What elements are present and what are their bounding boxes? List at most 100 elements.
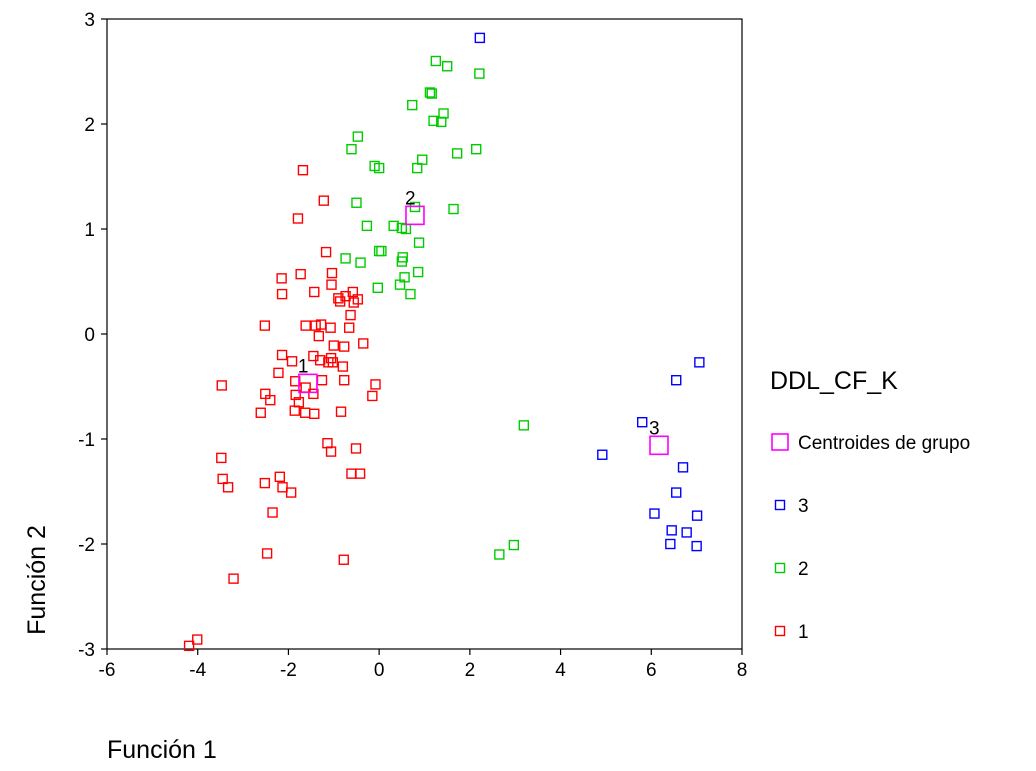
group-2-point [373,245,385,257]
group-1-point [261,548,273,559]
x-tick-label: 4 [555,660,566,681]
legend-label: Centroides de grupo [798,433,970,454]
group-1-point [273,367,284,379]
group-1-point [367,390,378,402]
group-2-point [407,99,418,111]
group-1-point [358,338,369,349]
group-1-point [350,443,362,454]
group-1-point [216,452,227,464]
group-2-point [412,162,423,174]
group-1-point [310,320,321,331]
group-2-point [373,162,385,174]
group-2-point [355,257,366,268]
group-1-point [326,279,337,290]
x-tick-label: 0 [374,660,385,681]
group-1-point [183,640,195,652]
legend-title: DDL_CF_K [770,367,898,395]
group-1-point [290,389,301,401]
x-tick-label: -6 [99,660,116,681]
group-1-point [276,288,288,300]
y-tick-label: 3 [84,10,95,31]
y-axis: -3 -2 -1 0 1 2 3 [78,10,107,661]
group-2-point [396,256,408,267]
group-2-point [413,237,425,248]
group-3-point [691,510,703,521]
x-tick-label: -4 [189,660,206,681]
group-2-point [474,68,485,79]
group-2-point [346,143,357,155]
group-3-point [671,375,682,386]
legend-label: 3 [798,496,809,517]
group-2-point [451,148,463,159]
group-1-point [337,361,349,372]
group-3-point [665,538,676,550]
group-2-point [412,266,424,278]
group-1-point [289,405,300,416]
group-1-point [327,357,339,368]
centroid-point [405,205,425,226]
centroid-point [649,435,669,456]
y-tick-label: 2 [84,115,95,136]
group-1-point [325,446,337,457]
group-1-point [295,268,306,280]
group-1-point [320,246,332,258]
group-1-point [354,468,366,479]
centroid-label: 3 [649,418,660,439]
group-2-point [436,116,447,128]
group-1-point [277,482,288,493]
group-1-point [259,477,271,489]
group-3-point [694,357,705,368]
legend-label: 2 [798,559,809,580]
group-3-point [691,540,702,552]
group-2-point [494,549,505,560]
centroid-labels: 1 2 3 [298,188,660,439]
group-1-point [318,195,330,206]
group-1-point [308,388,319,400]
group-2-point [351,197,362,208]
y-tick-label: 1 [84,220,95,241]
group-3-point [637,417,648,428]
y-tick-label: -2 [78,535,95,556]
group-1-point [222,482,234,493]
y-tick-label: -3 [78,640,95,661]
x-tick-label: 8 [737,660,748,681]
x-tick-label: -2 [280,660,297,681]
legend-marker [774,499,786,511]
y-tick-label: 0 [84,325,95,346]
group-1-point [192,634,203,645]
group-1-point [339,341,350,352]
group-1-point [326,267,338,279]
x-tick-label: 2 [465,660,476,681]
group-1-point [274,471,286,482]
group-1-point [292,213,304,224]
group-3-point [677,462,689,473]
group-3-point [649,508,660,519]
group-1-point [300,320,311,331]
y-tick-label: -1 [78,430,95,451]
centroid-label: 2 [405,188,416,209]
group-1-point [335,406,347,417]
group-2-point [441,61,453,72]
group-2-point [361,220,373,232]
legend-label: 1 [798,622,809,643]
group-2-point [394,279,406,290]
group-1-point [228,573,239,584]
group-2-point [352,131,364,142]
group-1-point [338,554,349,565]
group-1-point [309,408,320,419]
group-1-point [276,349,288,361]
group-2-point [426,88,437,99]
group-1-point [333,293,344,304]
group-1-point [255,407,266,418]
y-axis-title: Función 2 [23,525,51,635]
group-3-point [666,525,677,536]
group-1-point [297,164,309,176]
group-2-point [518,420,530,431]
legend-marker [774,625,786,637]
group-1-point [285,487,297,498]
group-1-point [325,322,336,333]
group-2-point [388,220,399,232]
group-3-point [597,449,608,460]
group-1-point [286,356,298,367]
